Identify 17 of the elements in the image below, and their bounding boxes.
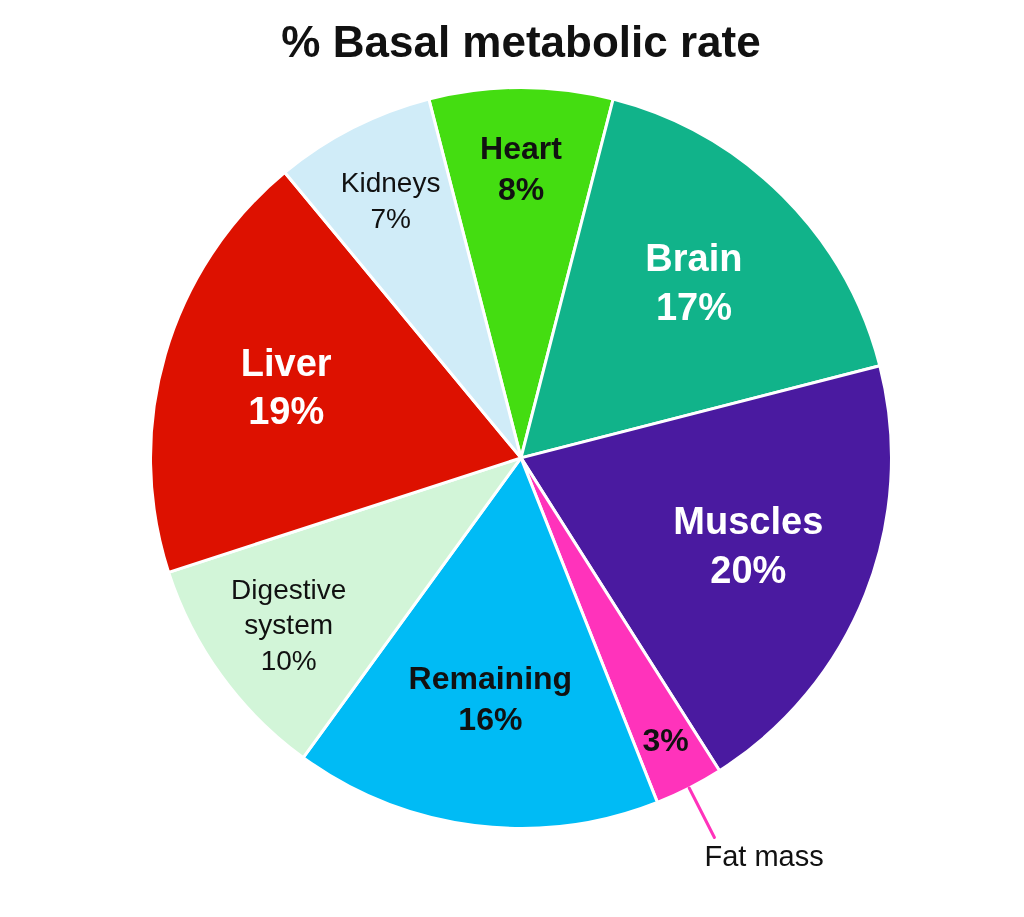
data-label: 19% (248, 390, 325, 433)
slice-label: Kidneys (340, 166, 441, 198)
data-label: 7% (370, 202, 411, 234)
chart-title: % Basal metabolic rate (281, 16, 761, 66)
slice-label: Digestive system (231, 573, 347, 641)
data-label: 16% (458, 700, 523, 737)
slice-label: Muscles (673, 500, 824, 543)
slice-label: Liver (240, 341, 332, 384)
data-label: 3% (642, 721, 689, 758)
data-label: 17% (655, 285, 732, 328)
slice-label: Remaining (408, 659, 573, 696)
data-label: 10% (260, 645, 317, 677)
slice-label: Fat mass (704, 840, 824, 873)
data-label: 20% (710, 548, 787, 591)
slice-label: Heart (480, 130, 563, 167)
slice-label: Brain (645, 237, 743, 280)
data-label: 8% (497, 171, 545, 208)
